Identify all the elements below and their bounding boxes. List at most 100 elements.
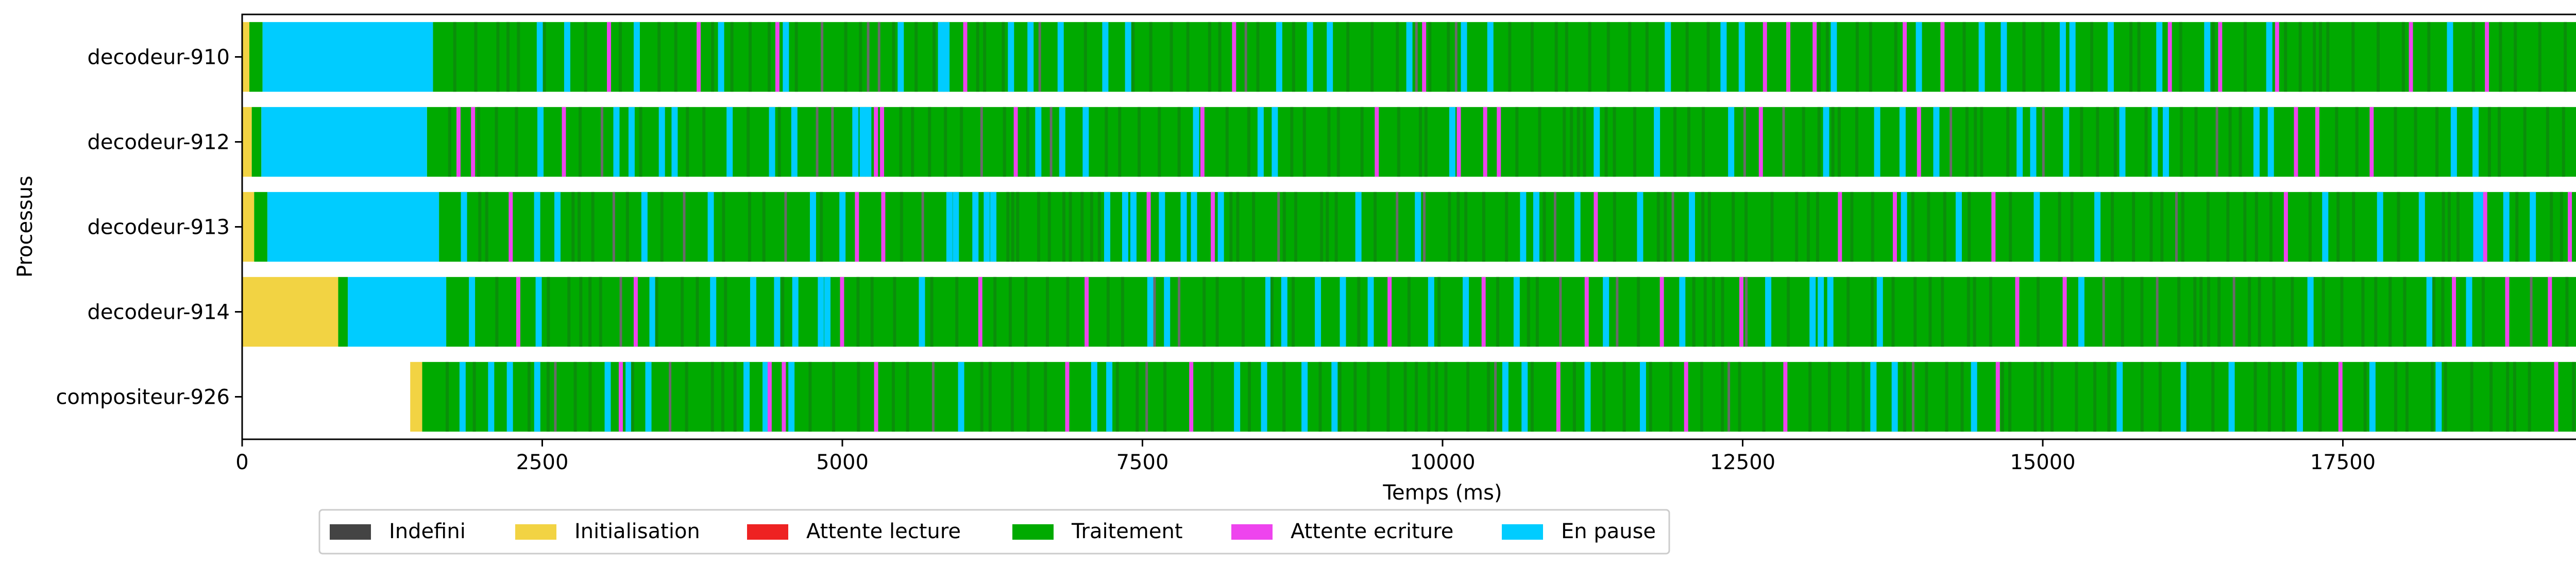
state-switch-stripe xyxy=(1782,107,1785,177)
state-switch-stripe xyxy=(892,22,895,92)
state-switch-stripe xyxy=(743,362,750,432)
state-switch-stripe xyxy=(1588,22,1591,92)
state-switch-stripe xyxy=(2070,192,2074,262)
state-switch-stripe xyxy=(1685,22,1689,92)
timeline-decodeur-912 xyxy=(242,107,2576,177)
state-switch-stripe xyxy=(1613,192,1616,262)
state-switch-stripe xyxy=(1513,277,1520,347)
state-switch-stripe xyxy=(2218,22,2223,92)
state-switch-stripe xyxy=(2369,362,2376,432)
state-switch-stripe xyxy=(564,22,570,92)
interval-traitement xyxy=(251,107,262,177)
state-switch-stripe xyxy=(1256,22,1260,92)
state-switch-stripe xyxy=(686,107,689,177)
state-switch-stripe xyxy=(1925,362,1928,432)
state-switch-stripe xyxy=(1326,192,1329,262)
state-switch-stripe xyxy=(478,192,482,262)
state-switch-stripe xyxy=(477,107,480,177)
state-switch-stripe xyxy=(517,22,520,92)
state-switch-stripe xyxy=(681,277,684,347)
state-switch-stripe xyxy=(824,277,831,347)
state-switch-stripe xyxy=(2394,362,2398,432)
interval-initialisation xyxy=(410,362,422,432)
state-switch-stripe xyxy=(1574,192,1581,262)
state-switch-stripe xyxy=(1671,192,1674,262)
state-switch-stripe xyxy=(990,192,997,262)
state-switch-stripe xyxy=(2075,362,2078,432)
state-switch-stripe xyxy=(2033,192,2040,262)
state-switch-stripe xyxy=(707,192,714,262)
state-switch-stripe xyxy=(516,277,520,347)
state-switch-stripe xyxy=(2008,362,2012,432)
state-switch-stripe xyxy=(1130,192,1137,262)
state-switch-stripe xyxy=(534,362,540,432)
state-switch-stripe xyxy=(1989,277,1992,347)
state-switch-stripe xyxy=(1038,22,1041,92)
state-switch-stripe xyxy=(1628,22,1632,92)
state-switch-stripe xyxy=(1689,192,1696,262)
state-switch-stripe xyxy=(1701,192,1705,262)
state-switch-stripe xyxy=(1407,277,1411,347)
state-switch-stripe xyxy=(1855,107,1859,177)
state-switch-stripe xyxy=(474,22,478,92)
state-switch-stripe xyxy=(1367,277,1374,347)
state-switch-stripe xyxy=(1806,192,1810,262)
state-switch-stripe xyxy=(649,277,656,347)
state-switch-stripe xyxy=(976,22,979,92)
state-switch-stripe xyxy=(2471,22,2475,92)
legend-swatch xyxy=(330,524,371,540)
state-switch-stripe xyxy=(1355,192,1362,262)
state-switch-stripe xyxy=(472,362,476,432)
state-switch-stripe xyxy=(980,362,984,432)
state-switch-stripe xyxy=(1738,362,1741,432)
state-switch-stripe xyxy=(2291,277,2294,347)
state-switch-stripe xyxy=(1700,362,1703,432)
state-switch-stripe xyxy=(1016,192,1020,262)
state-switch-stripe xyxy=(1974,107,1977,177)
state-switch-stripe xyxy=(1762,22,1767,92)
state-switch-stripe xyxy=(808,362,812,432)
state-switch-stripe xyxy=(2132,192,2136,262)
state-switch-stripe xyxy=(1091,362,1097,432)
state-switch-stripe xyxy=(1837,107,1841,177)
state-switch-stripe xyxy=(859,22,862,92)
state-switch-stripe xyxy=(1808,362,1812,432)
state-switch-stripe xyxy=(1435,362,1438,432)
state-switch-stripe xyxy=(983,22,987,92)
state-switch-stripe xyxy=(527,362,531,432)
state-switch-stripe xyxy=(2340,277,2344,347)
state-switch-stripe xyxy=(1825,22,1829,92)
state-switch-stripe xyxy=(1366,362,1370,432)
state-switch-stripe xyxy=(750,277,756,347)
state-switch-stripe xyxy=(2442,192,2445,262)
state-switch-stripe xyxy=(1520,192,1527,262)
state-switch-stripe xyxy=(2568,192,2572,262)
state-switch-stripe xyxy=(2405,362,2409,432)
state-switch-stripe xyxy=(1838,192,1842,262)
state-switch-stripe xyxy=(2338,362,2343,432)
state-switch-stripe xyxy=(2211,362,2215,432)
state-switch-stripe xyxy=(578,192,581,262)
state-switch-stripe xyxy=(2080,107,2083,177)
state-switch-stripe xyxy=(1765,277,1772,347)
state-switch-stripe xyxy=(1375,107,1379,177)
state-switch-stripe xyxy=(1158,107,1161,177)
state-switch-stripe xyxy=(2505,277,2510,347)
state-switch-stripe xyxy=(1357,277,1361,347)
state-switch-stripe xyxy=(2177,277,2181,347)
state-switch-stripe xyxy=(960,107,963,177)
state-switch-stripe xyxy=(1447,22,1450,92)
state-switch-stripe xyxy=(1869,22,1872,92)
state-switch-stripe xyxy=(1960,362,1964,432)
state-switch-stripe xyxy=(2253,107,2260,177)
state-switch-stripe xyxy=(1272,107,1278,177)
state-switch-stripe xyxy=(2530,277,2533,347)
state-switch-stripe xyxy=(1059,107,1065,177)
state-switch-stripe xyxy=(1454,22,1458,92)
state-switch-stripe xyxy=(1229,192,1233,262)
state-switch-stripe xyxy=(2207,277,2210,347)
state-switch-stripe xyxy=(831,107,834,177)
state-switch-stripe xyxy=(1396,192,1399,262)
state-switch-stripe xyxy=(1427,362,1431,432)
state-switch-stripe xyxy=(2151,107,2158,177)
